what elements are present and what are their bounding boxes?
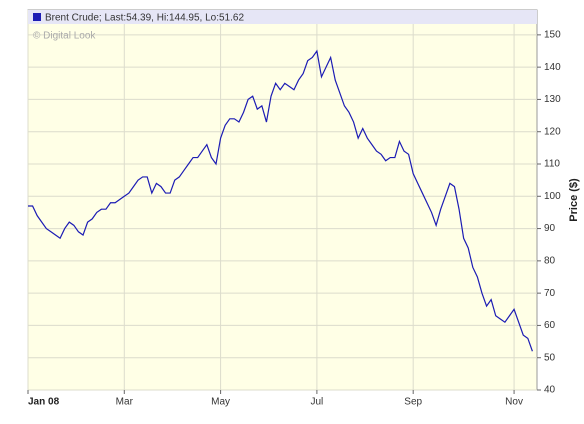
y-tick-label: 80 bbox=[544, 255, 556, 266]
x-tick-label: Nov bbox=[505, 397, 523, 408]
plot-area bbox=[27, 9, 538, 391]
y-tick-label: 60 bbox=[544, 320, 556, 331]
x-tick-label: Mar bbox=[116, 397, 134, 408]
y-tick-label: 120 bbox=[544, 126, 561, 137]
y-tick-label: 70 bbox=[544, 288, 556, 299]
y-axis-label: Price ($) bbox=[568, 178, 580, 222]
x-tick-label: May bbox=[211, 397, 230, 408]
y-tick-label: 150 bbox=[544, 30, 561, 41]
y-tick-label: 140 bbox=[544, 62, 561, 73]
y-tick-label: 130 bbox=[544, 94, 561, 105]
y-tick-label: 50 bbox=[544, 352, 556, 363]
legend-swatch bbox=[33, 13, 41, 21]
legend-label: Brent Crude; Last:54.39, Hi:144.95, Lo:5… bbox=[45, 13, 244, 24]
x-tick-label: Jan 08 bbox=[28, 397, 60, 408]
price-line bbox=[28, 49, 533, 352]
x-tick-label: Sep bbox=[404, 397, 422, 408]
y-tick-label: 40 bbox=[544, 385, 556, 396]
y-tick-label: 110 bbox=[544, 159, 560, 170]
y-tick-label: 100 bbox=[544, 191, 561, 202]
y-tick-label: 90 bbox=[544, 223, 556, 234]
x-tick-label: Jul bbox=[310, 397, 323, 408]
legend-bar bbox=[28, 10, 537, 24]
watermark: © Digital Look bbox=[33, 31, 96, 42]
